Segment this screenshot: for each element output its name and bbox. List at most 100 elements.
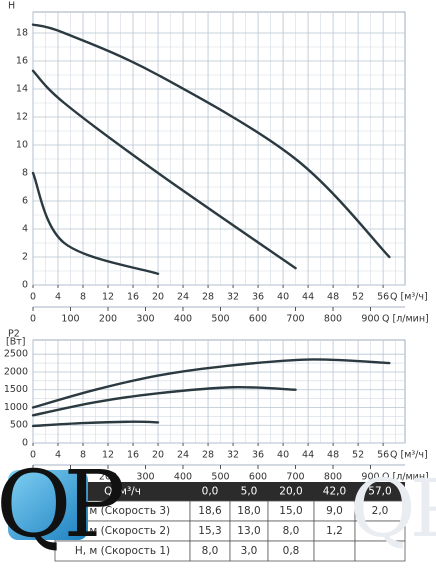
x2-tick-label: 400 (174, 314, 192, 325)
x2-tick-label: 300 (136, 472, 154, 483)
table-header-cell: 57,0 (368, 486, 391, 498)
table-cell-text: 2,0 (372, 505, 389, 517)
x2-axis-label: Q [л/мин] (382, 314, 429, 325)
table-cell-text: 18,0 (237, 505, 260, 517)
x2-tick-label: 200 (99, 472, 117, 483)
x-tick-label: 24 (177, 292, 189, 303)
x-tick-label: 12 (102, 292, 114, 303)
x-tick-label: 8 (80, 292, 86, 303)
table-header-cell: 20,0 (279, 486, 302, 498)
x2-tick-label: 900 (361, 472, 379, 483)
x-tick-label: 36 (252, 292, 264, 303)
x2-tick-label: 700 (286, 314, 304, 325)
x-tick-label: 4 (55, 292, 61, 303)
table-header-cell: 5,0 (241, 486, 258, 498)
x-tick-label: 28 (202, 292, 214, 303)
x-tick-label: 20 (152, 450, 164, 461)
plot-area (32, 339, 406, 444)
x2-tick-label: 700 (286, 472, 304, 483)
y-tick-label: 0 (22, 280, 28, 291)
x-axis-label: Q [м³/ч] (390, 450, 428, 461)
table-cell-text: 1,2 (326, 525, 343, 537)
x2-tick-label: 300 (136, 314, 154, 325)
x2-tick-label: 100 (61, 314, 79, 325)
logo: QP QP (0, 451, 436, 558)
y-tick-label: 0 (22, 438, 28, 449)
x-tick-label: 40 (277, 450, 289, 461)
logo-water (8, 470, 88, 540)
x-tick-label: 32 (227, 292, 239, 303)
table-cell-text: 15,3 (198, 525, 221, 537)
table-cell-text: 8,0 (283, 525, 300, 537)
x2-tick-label: 400 (174, 472, 192, 483)
table-header-cell: 0,0 (202, 486, 219, 498)
x-tick-label: 56 (377, 292, 389, 303)
x2-tick-label: 200 (99, 314, 117, 325)
table-cell (354, 540, 406, 562)
y-tick-label: 2500 (4, 349, 28, 360)
x-tick-label: 56 (377, 450, 389, 461)
logo-text: QP (0, 451, 122, 558)
x-tick-label: 52 (352, 450, 364, 461)
y-tick-label: 8 (22, 168, 28, 179)
curve (31, 171, 160, 275)
y-tick-label: 18 (16, 28, 28, 39)
x2-axis-label: Q [л/мин] (382, 472, 429, 483)
x-tick-label: 44 (302, 450, 314, 461)
y-tick-label: 500 (10, 420, 28, 431)
y-tick-label: 2 (22, 252, 28, 263)
x2-tick-label: 500 (211, 472, 229, 483)
table-cell-text: 3,0 (241, 545, 258, 557)
table-cell-text: H, м (Скорость 3) (75, 505, 170, 517)
x2-tick-label: 500 (211, 314, 229, 325)
x-tick-label: 40 (277, 292, 289, 303)
x-tick-label: 28 (202, 450, 214, 461)
y-tick-label: 6 (22, 196, 28, 207)
x2-tick-label: 0 (30, 314, 36, 325)
y-axis-unit: [Вт] (6, 337, 25, 348)
y-tick-label: 14 (16, 84, 28, 95)
table-cell-text: 8,0 (202, 545, 219, 557)
logo-watermark: QP (350, 462, 436, 555)
table-cell-text: 13,0 (237, 525, 260, 537)
curve (31, 23, 391, 259)
curve (31, 420, 160, 428)
x2-tick-label: 600 (249, 314, 267, 325)
curve (31, 358, 391, 409)
table-header-cell: 42,0 (323, 486, 346, 498)
table-cell-text: 9,0 (326, 505, 343, 517)
y-tick-label: 2000 (4, 366, 28, 377)
table-cell-text: H, м (Скорость 1) (75, 545, 170, 557)
x-tick-label: 44 (302, 292, 314, 303)
y-tick-label: 1000 (4, 402, 28, 413)
y-tick-label: 4 (22, 224, 28, 235)
table-cell-text: 18,6 (198, 505, 222, 517)
table-cell-text: H, м (Скорость 2) (75, 525, 170, 537)
x2-tick-label: 900 (361, 314, 379, 325)
table-header-cell: Q, м³/ч (104, 486, 141, 498)
x-tick-label: 8 (80, 450, 86, 461)
y-axis-label: H (8, 1, 15, 12)
x-tick-label: 4 (55, 450, 61, 461)
y-tick-label: 12 (16, 112, 28, 123)
x-axis-label: Q [м³/ч] (390, 292, 428, 303)
x-tick-label: 48 (327, 292, 339, 303)
x-tick-label: 16 (127, 292, 139, 303)
x-tick-label: 32 (227, 450, 239, 461)
x-tick-label: 24 (177, 450, 189, 461)
y-tick-label: 16 (16, 56, 28, 67)
plot-area (32, 11, 406, 286)
x-tick-label: 12 (102, 450, 114, 461)
curve (31, 385, 297, 417)
table-cell-text: 15,0 (279, 505, 302, 517)
table-cell (313, 540, 356, 562)
x2-tick-label: 800 (324, 472, 342, 483)
x-tick-label: 20 (152, 292, 164, 303)
x-tick-label: 52 (352, 292, 364, 303)
x-tick-label: 16 (127, 450, 139, 461)
x-tick-label: 48 (327, 450, 339, 461)
table: Q, м³/ч 0,0 5,0 20,0 42,0 57,0 H, м (Скорость … (54, 482, 406, 562)
curve (31, 69, 297, 270)
table-header-bg (55, 482, 405, 501)
